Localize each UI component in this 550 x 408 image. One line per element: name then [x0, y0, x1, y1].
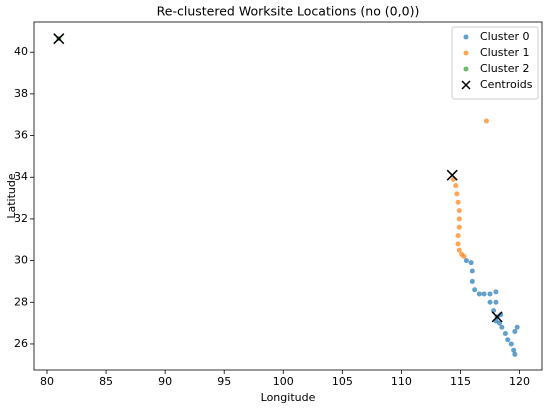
chart-title: Re-clustered Worksite Locations (no (0,0… [157, 4, 420, 19]
legend-label: Cluster 1 [480, 46, 530, 59]
legend-label: Centroids [480, 78, 533, 91]
point [455, 233, 461, 239]
point [469, 268, 475, 274]
y-tick-label: 38 [14, 87, 28, 100]
point [512, 328, 518, 334]
point [461, 253, 467, 259]
point [511, 347, 517, 353]
point [476, 291, 482, 297]
point [493, 299, 499, 305]
legend-marker [463, 34, 469, 40]
centroid-marker [491, 311, 503, 323]
x-tick-label: 115 [450, 375, 471, 388]
point [456, 247, 462, 253]
legend-marker [461, 80, 471, 90]
x-tick-label: 90 [158, 375, 172, 388]
x-tick-label: 120 [509, 375, 530, 388]
point [512, 351, 518, 357]
plot-area [33, 21, 543, 371]
point [453, 183, 459, 189]
x-tick-label: 110 [391, 375, 412, 388]
point [456, 216, 462, 222]
centroid-marker [53, 33, 65, 45]
y-tick-label: 32 [14, 212, 28, 225]
point [456, 224, 462, 230]
point [487, 299, 493, 305]
x-axis-label: Longitude [261, 391, 316, 404]
point [502, 331, 508, 337]
point [463, 258, 469, 264]
point [499, 324, 505, 330]
y-tick-label: 36 [14, 129, 28, 142]
y-axis-label: Latitude [5, 173, 18, 219]
point [514, 324, 520, 330]
legend-marker [463, 50, 469, 56]
legend-box [451, 26, 539, 100]
x-tick-label: 105 [332, 375, 353, 388]
point [505, 337, 511, 343]
y-tick-label: 26 [14, 337, 28, 350]
centroid-marker [446, 169, 458, 181]
point [454, 191, 460, 197]
y-tick-label: 30 [14, 254, 28, 267]
point [508, 341, 514, 347]
x-tick-label: 85 [99, 375, 113, 388]
point [455, 199, 461, 205]
point [472, 287, 478, 293]
point [481, 291, 487, 297]
point [469, 278, 475, 284]
point [468, 260, 474, 266]
point [455, 241, 461, 247]
point [456, 208, 462, 214]
x-tick-label: 95 [217, 375, 231, 388]
x-tick-label: 80 [40, 375, 54, 388]
legend-label: Cluster 2 [480, 62, 530, 75]
y-tick-label: 40 [14, 45, 28, 58]
legend-marker [463, 66, 469, 72]
y-tick-label: 34 [14, 170, 28, 183]
point [493, 289, 499, 295]
legend-label: Cluster 0 [480, 30, 530, 43]
point [487, 291, 493, 297]
point [483, 118, 489, 124]
x-tick-label: 100 [273, 375, 294, 388]
y-tick-label: 28 [14, 295, 28, 308]
